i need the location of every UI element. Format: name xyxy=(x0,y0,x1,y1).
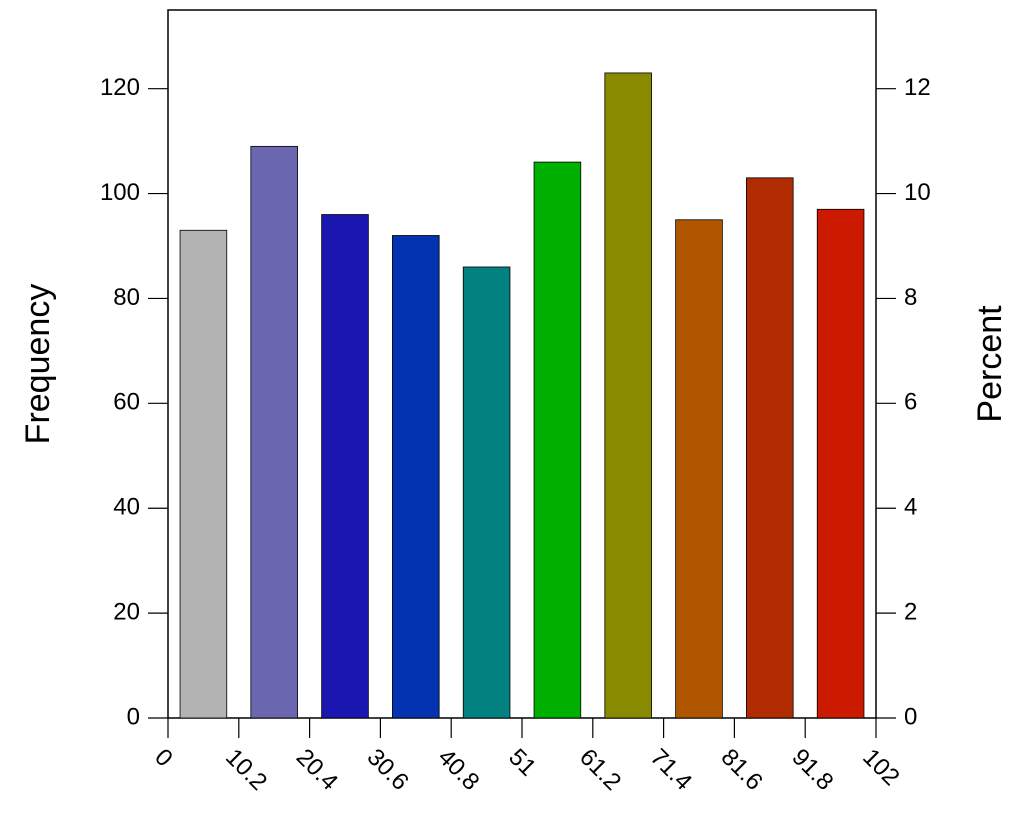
y-tick-label: 40 xyxy=(113,494,140,521)
x-tick-label: 51 xyxy=(503,744,541,782)
y2-axis-label: Percent xyxy=(971,305,1009,423)
y2-tick-label: 4 xyxy=(904,494,917,521)
y-tick-label: 0 xyxy=(127,703,140,730)
bar xyxy=(533,161,582,719)
y2-tick-label: 12 xyxy=(904,74,931,101)
x-tick-label: 91.8 xyxy=(786,744,838,796)
bar xyxy=(392,235,440,719)
y-tick-label: 80 xyxy=(113,284,140,311)
bar xyxy=(604,72,652,719)
y-tick-label: 100 xyxy=(100,179,140,206)
bar xyxy=(321,214,369,719)
y2-tick-label: 10 xyxy=(904,179,931,206)
x-tick-label: 0 xyxy=(149,744,178,773)
y2-tick-label: 0 xyxy=(904,703,917,730)
x-tick-label: 71.4 xyxy=(645,744,697,796)
y2-tick-label: 2 xyxy=(904,598,917,625)
y2-tick-label: 6 xyxy=(904,389,917,416)
bar xyxy=(462,266,511,719)
y-tick-label: 120 xyxy=(100,74,140,101)
bar xyxy=(816,208,865,719)
y-tick-label: 20 xyxy=(113,598,140,625)
bar xyxy=(250,145,298,719)
bar xyxy=(179,229,228,719)
bar xyxy=(675,219,723,719)
x-tick-label: 81.6 xyxy=(716,744,768,796)
x-tick-label: 102 xyxy=(857,744,904,791)
x-tick-label: 40.8 xyxy=(432,744,484,796)
x-tick-label: 20.4 xyxy=(291,744,343,796)
y2-tick-label: 8 xyxy=(904,284,917,311)
x-tick-label: 61.2 xyxy=(574,744,626,796)
y-tick-label: 60 xyxy=(113,389,140,416)
bar xyxy=(746,177,794,719)
y-axis-label: Frequency xyxy=(19,284,57,445)
x-tick-label: 30.6 xyxy=(362,744,414,796)
x-tick-label: 10.2 xyxy=(220,744,272,796)
